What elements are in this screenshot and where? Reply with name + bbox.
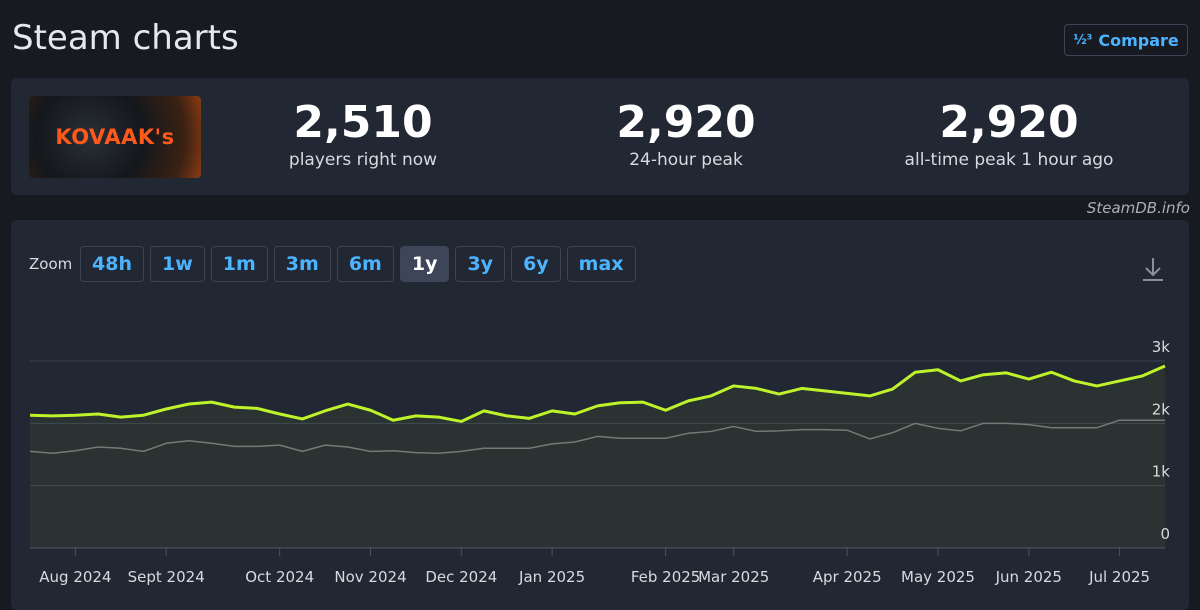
chart: 0 1k 2k 3k Aug 2024 Sept 2024 Oct 2024 Nov 2024… (29, 258, 1171, 586)
zoom-button[interactable]: 1y (399, 246, 450, 282)
logo-text: KOVAAK's (55, 125, 175, 149)
stat-value: 2,510 (293, 97, 433, 148)
x-tick-label: Oct 2024 (245, 568, 314, 586)
stats-panel (11, 78, 1189, 195)
compare-button[interactable]: ½³ Compare (1064, 24, 1188, 56)
x-tick-label: Feb 2025 (631, 568, 701, 586)
compare-icon: ½³ (1073, 32, 1093, 48)
x-tick-label: Nov 2024 (334, 568, 406, 586)
stat-label: 24-hour peak (629, 150, 743, 170)
x-tick-label: Sept 2024 (128, 568, 205, 586)
stat-value: 2,920 (616, 97, 756, 148)
page: {"header": {"title": "Steam charts", "co… (11, 18, 1190, 610)
line (29, 419, 1165, 455)
y-tick-label: 1k (1152, 463, 1171, 481)
zoom-button[interactable]: max (566, 246, 636, 282)
x-tick-label: May 2025 (901, 568, 975, 586)
zoom-button[interactable]: 1m (210, 246, 268, 282)
compare-label: Compare (1098, 30, 1179, 50)
chart-panel (11, 220, 1189, 610)
zoom-button[interactable]: 6m (336, 246, 394, 282)
watermark: SteamDB.info (1086, 199, 1190, 217)
x-tick-label: Apr 2025 (813, 568, 882, 586)
stat: 2,920 24-hour peak (536, 96, 836, 170)
x-tick-label: Dec 2024 (425, 568, 497, 586)
download-icon[interactable] (1143, 258, 1163, 281)
page-title: Steam charts (12, 18, 239, 58)
x-tick-label: Aug 2024 (39, 568, 111, 586)
game-logo[interactable]: KOVAAK's (29, 96, 201, 178)
stat-label: all-time peak 1 hour ago (904, 150, 1114, 170)
x-tick-label: Jan 2025 (518, 568, 585, 586)
zoom-button[interactable]: 3m (273, 246, 331, 282)
zoom-button[interactable]: 48h (80, 246, 144, 282)
y-tick-label: 0 (1160, 525, 1170, 543)
stat-value: 2,920 (939, 97, 1079, 148)
zoom-buttons: 48h 1w 1m 3m 6m 1y 3y 6y max (80, 246, 636, 282)
x-tick-label: Jul 2025 (1088, 568, 1150, 586)
zoom-button[interactable]: 3y (455, 246, 506, 282)
y-tick-label: 2k (1152, 400, 1171, 418)
stat: 2,510 players right now (213, 96, 513, 170)
area (30, 365, 1165, 548)
line (29, 364, 1166, 423)
y-tick-label: 3k (1152, 338, 1171, 356)
stat: 2,920 all-time peak 1 hour ago (859, 96, 1159, 170)
stat-label: players right now (288, 150, 438, 170)
zoom-button[interactable]: 1w (149, 246, 205, 282)
x-tick-label: Mar 2025 (698, 568, 769, 586)
x-tick-label: Jun 2025 (995, 568, 1062, 586)
zoom-label: Zoom (29, 255, 73, 273)
zoom-button[interactable]: 6y (511, 246, 561, 282)
